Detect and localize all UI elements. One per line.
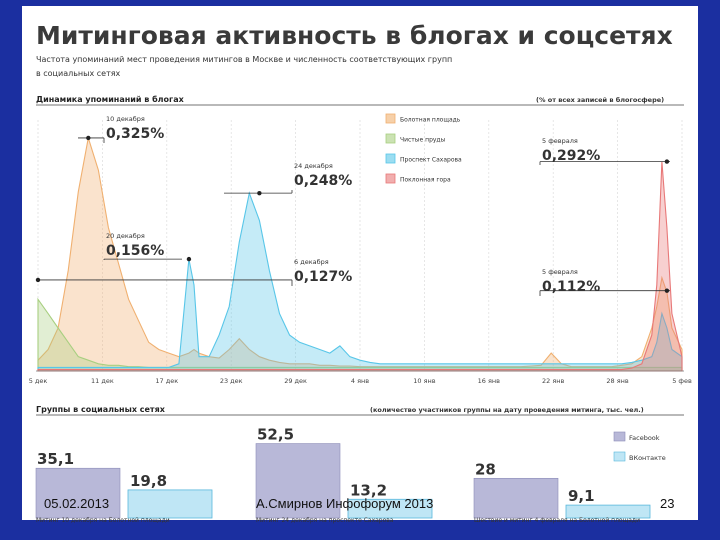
blog-chart-legend-label-poklonnaya: Поклонная гора bbox=[400, 177, 451, 184]
social-chart-legend-swatch-facebook bbox=[613, 431, 626, 442]
footer-date: 05.02.2013 bbox=[44, 496, 110, 511]
blog-chart-annotation-value: 0,127% bbox=[294, 269, 352, 285]
social-chart-value-facebook: 28 bbox=[475, 460, 496, 478]
social-chart-unit-note: (количество участников группы на дату пр… bbox=[370, 406, 644, 414]
blog-chart-annotation-point bbox=[257, 190, 262, 196]
social-chart-group-label: Митинг 10 декабря на Болотной площади bbox=[36, 517, 170, 524]
blog-chart-x-ticks: 5 дек 11 дек 17 дек 23 дек 29 дек 4 янв 10 янв… bbox=[29, 377, 692, 385]
social-chart-bar-vkontakte bbox=[127, 489, 213, 519]
blog-chart-annotation-point bbox=[664, 159, 670, 164]
blog-chart-x-tick-label: 4 янв bbox=[351, 377, 369, 385]
blog-chart-x-tick-label: 5 фев bbox=[672, 377, 692, 385]
blog-chart-legend: Болотная площадь Чистые пруды Проспект Сах… bbox=[385, 113, 462, 184]
blog-chart-annotation-date: 5 февраля bbox=[542, 137, 578, 145]
blog-chart-area-sakharova bbox=[37, 191, 683, 372]
blog-chart-x-tick-label: 29 дек bbox=[284, 377, 307, 385]
blog-chart-annotation-point bbox=[664, 288, 670, 293]
blog-chart-x-tick-label: 5 дек bbox=[29, 377, 48, 385]
social-chart-bar-facebook bbox=[473, 477, 559, 519]
blog-chart-legend-swatch-sakharova bbox=[385, 153, 396, 164]
social-groups-chart: Группы в социальных сетях (количество уч… bbox=[35, 405, 684, 524]
social-chart-bar-facebook bbox=[35, 467, 121, 519]
social-chart-legend: Facebook ВКонтакте bbox=[613, 431, 666, 462]
blog-chart-annotation-value: 0,292% bbox=[542, 148, 600, 164]
blog-chart-legend-label-chistye: Чистые пруды bbox=[400, 137, 446, 144]
blog-chart-x-tick-label: 10 янв bbox=[413, 377, 435, 385]
slide-panel bbox=[22, 6, 698, 520]
blog-chart-area-poklonnaya bbox=[37, 161, 683, 372]
social-chart-group-label: Митинг 24 декабря на проспекте Сахарова bbox=[256, 517, 394, 524]
blog-chart-series bbox=[37, 137, 683, 372]
slide-title: Митинговая активность в блогах и соцсетя… bbox=[36, 21, 673, 50]
social-chart-bars: 35,1 19,8 Митинг 10 декабря на Болотной пл… bbox=[35, 426, 651, 524]
footer-author: А.Смирнов Инфофорум 2013 bbox=[256, 496, 434, 511]
social-chart-group-label: Шествие и митинг 4 февраля на Болотной п… bbox=[474, 517, 640, 524]
blog-chart-annotation-date: 6 декабря bbox=[294, 258, 329, 266]
blog-chart-legend-swatch-chistye bbox=[385, 133, 396, 144]
social-chart-title: Группы в социальных сетях bbox=[36, 405, 166, 414]
blog-chart-legend-label-bolotnaya: Болотная площадь bbox=[400, 117, 461, 124]
social-chart-bar-vkontakte bbox=[347, 498, 433, 519]
social-chart-value-vkontakte: 19,8 bbox=[130, 472, 167, 490]
blog-chart-x-tick-label: 17 дек bbox=[155, 377, 178, 385]
blog-chart-area-bolotnaya bbox=[37, 137, 683, 372]
social-chart-value-facebook: 52,5 bbox=[257, 426, 294, 444]
blog-chart-x-tick-label: 16 янв bbox=[478, 377, 500, 385]
social-chart-value-facebook: 35,1 bbox=[37, 450, 74, 468]
blog-chart-x-tick-label: 11 дек bbox=[91, 377, 114, 385]
blog-chart-x-tick-label: 28 янв bbox=[606, 377, 628, 385]
social-chart-bar-facebook bbox=[255, 443, 341, 519]
footer-page-number: 23 bbox=[660, 496, 675, 511]
blog-chart-annotation-date: 20 декабря bbox=[106, 232, 145, 240]
social-chart-group: 28 9,1 Шествие и митинг 4 февраля на Болот… bbox=[473, 460, 651, 524]
blog-chart-annotation-value: 0,248% bbox=[294, 173, 352, 189]
blog-chart-x-tick-label: 22 янв bbox=[542, 377, 564, 385]
blog-chart-annotations: 10 декабря 0,325% 20 декабря 0,156% 24 декаб… bbox=[35, 115, 670, 296]
blog-chart-legend-label-sakharova: Проспект Сахарова bbox=[400, 157, 462, 164]
blog-chart-annotation-value: 0,325% bbox=[106, 126, 164, 142]
blog-chart-legend-swatch-poklonnaya bbox=[385, 173, 396, 184]
social-chart-bar-vkontakte bbox=[565, 504, 651, 519]
social-chart-group: 35,1 19,8 Митинг 10 декабря на Болотной пл… bbox=[35, 450, 213, 524]
blog-chart-annotation-value: 0,156% bbox=[106, 243, 164, 259]
blog-chart-annotation-date: 5 февраля bbox=[542, 268, 578, 276]
blog-chart-annotation-point bbox=[186, 256, 192, 262]
blog-chart-unit-note: (% от всех записей в блогосфере) bbox=[536, 96, 664, 104]
social-chart-value-vkontakte: 13,2 bbox=[350, 481, 387, 499]
blog-chart-legend-swatch-bolotnaya bbox=[385, 113, 396, 124]
blog-chart-annotation-value: 0,112% bbox=[542, 279, 600, 295]
social-chart-group: 52,5 13,2 Митинг 24 декабря на проспекте С… bbox=[255, 426, 433, 524]
blog-chart-annotation-date: 24 декабря bbox=[294, 162, 333, 170]
blog-chart-annotation-date: 10 декабря bbox=[106, 115, 145, 123]
blog-chart-annotation-point bbox=[35, 277, 41, 283]
blog-chart-title: Динамика упоминаний в блогах bbox=[36, 94, 185, 104]
blog-mentions-chart: Динамика упоминаний в блогах (% от всех … bbox=[29, 94, 692, 385]
social-chart-value-vkontakte: 9,1 bbox=[568, 487, 595, 505]
slide-subtitle-line-2: в социальных сетях bbox=[36, 69, 121, 78]
blog-chart-x-tick-label: 23 дек bbox=[220, 377, 243, 385]
social-chart-legend-swatch-vkontakte bbox=[613, 451, 626, 462]
blog-chart-annotation-point bbox=[86, 135, 91, 141]
slide-subtitle-line-1: Частота упоминаний мест проведения митин… bbox=[36, 55, 452, 64]
social-chart-legend-label-vkontakte: ВКонтакте bbox=[629, 454, 666, 462]
social-chart-legend-label-facebook: Facebook bbox=[629, 434, 660, 442]
